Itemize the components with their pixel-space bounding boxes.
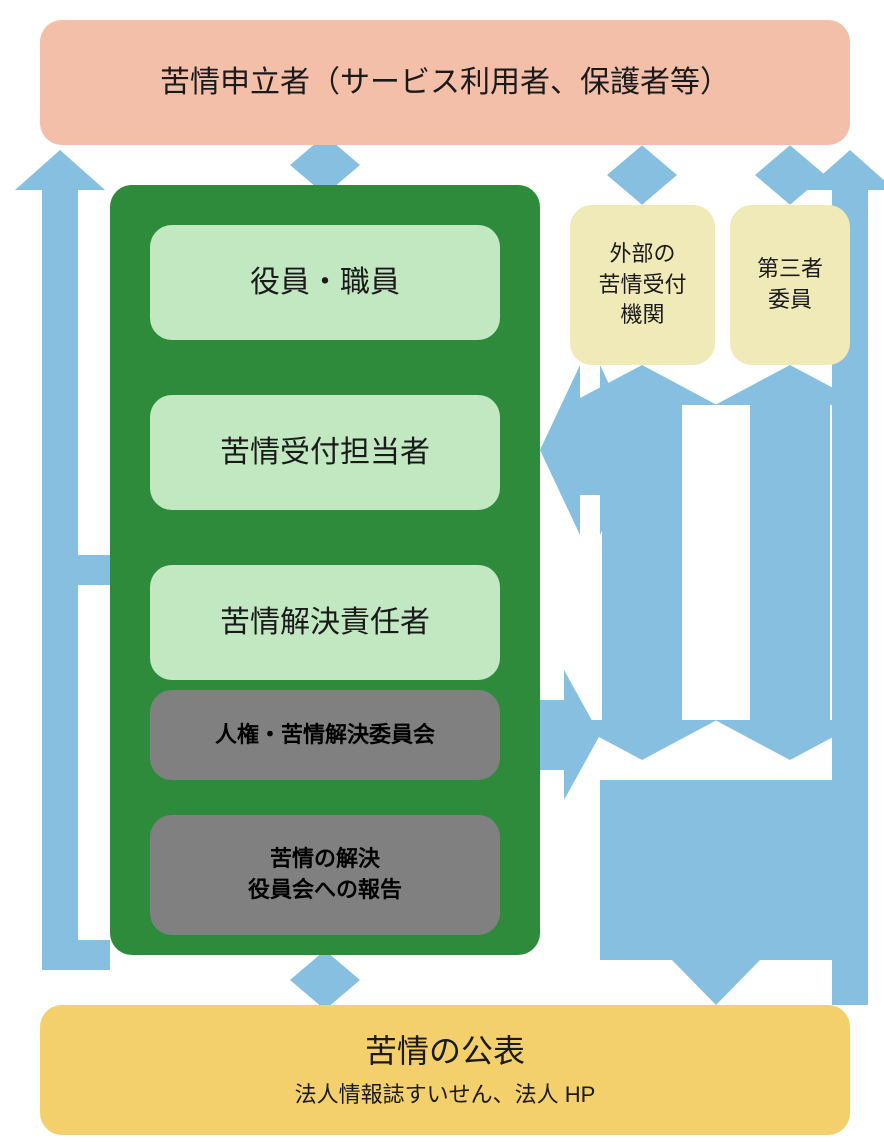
complainant-box: 苦情申立者（サービス利用者、保護者等） bbox=[40, 20, 850, 145]
complaint-reception-box: 苦情受付担当者 bbox=[150, 395, 500, 510]
complaint-resolution-officer-box: 苦情解決責任者 bbox=[150, 565, 500, 680]
officers-staff-label: 役員・職員 bbox=[250, 262, 400, 304]
publication-box: 苦情の公表 法人情報誌すいせん、法人 HP bbox=[40, 1005, 850, 1135]
resolution-report-label: 苦情の解決 役員会への報告 bbox=[248, 844, 402, 906]
officers-staff-box: 役員・職員 bbox=[150, 225, 500, 340]
external-complaint-agency-label: 外部の 苦情受付 機関 bbox=[598, 239, 686, 331]
resolution-report-box: 苦情の解決 役員会への報告 bbox=[150, 815, 500, 935]
third-party-committee-box: 第三者 委員 bbox=[730, 205, 850, 365]
external-complaint-agency-box: 外部の 苦情受付 機関 bbox=[570, 205, 715, 365]
complainant-label: 苦情申立者（サービス利用者、保護者等） bbox=[160, 62, 730, 104]
publication-title: 苦情の公表 bbox=[365, 1029, 525, 1074]
third-party-committee-label: 第三者 委員 bbox=[757, 254, 823, 316]
complaint-resolution-officer-label: 苦情解決責任者 bbox=[220, 602, 430, 644]
complaint-reception-label: 苦情受付担当者 bbox=[220, 432, 430, 474]
human-rights-committee-label: 人権・苦情解決委員会 bbox=[215, 720, 435, 751]
human-rights-committee-box: 人権・苦情解決委員会 bbox=[150, 690, 500, 780]
publication-subtitle: 法人情報誌すいせん、法人 HP bbox=[295, 1080, 596, 1111]
